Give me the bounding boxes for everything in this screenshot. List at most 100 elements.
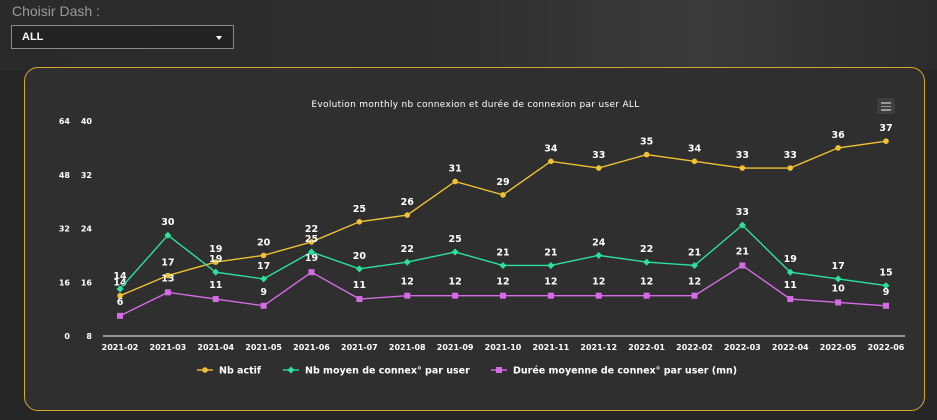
- data-label-nb_connex: 14: [113, 271, 127, 282]
- data-point-nb_connex: [738, 221, 746, 229]
- data-label-nb_actif: 17: [161, 258, 174, 269]
- data-point-nb_connex: [786, 268, 794, 276]
- data-point-nb_actif: [595, 165, 602, 171]
- data-label-nb_connex: 22: [401, 244, 414, 255]
- data-label-duree: 11: [353, 280, 366, 291]
- dash-select[interactable]: ALL: [11, 25, 234, 49]
- data-label-nb_connex: 17: [832, 261, 845, 272]
- series-line-nb_actif: [119, 140, 887, 297]
- right-axis-tick: 8: [86, 332, 92, 341]
- data-label-nb_actif: 25: [353, 204, 366, 215]
- data-point-nb_actif: [165, 272, 171, 279]
- data-label-nb_connex: 20: [353, 251, 367, 262]
- x-tick-label: 2022-02: [676, 343, 713, 352]
- data-point-duree: [117, 312, 123, 319]
- chevron-down-icon: [216, 36, 222, 40]
- data-label-duree: 12: [592, 277, 605, 288]
- data-label-nb_actif: 35: [640, 137, 653, 148]
- data-label-nb_connex: 21: [544, 247, 557, 258]
- data-point-duree: [643, 292, 650, 299]
- data-label-nb_actif: 29: [496, 177, 509, 188]
- data-label-duree: 11: [209, 280, 222, 291]
- data-point-duree: [595, 292, 602, 299]
- data-point-nb_connex: [403, 258, 411, 266]
- data-point-nb_actif: [356, 218, 363, 225]
- data-point-nb_connex: [116, 285, 124, 293]
- data-label-nb_connex: 21: [688, 247, 701, 258]
- data-point-duree: [356, 296, 363, 303]
- data-label-nb_actif: 33: [736, 150, 749, 161]
- data-label-nb_actif: 20: [257, 237, 271, 248]
- data-label-duree: 10: [832, 283, 846, 294]
- data-point-nb_actif: [260, 252, 267, 259]
- x-tick-label: 2022-05: [820, 343, 857, 352]
- dash-selector-label: Choisir Dash :: [12, 3, 100, 19]
- data-label-duree: 6: [117, 297, 124, 308]
- data-label-nb_connex: 22: [640, 244, 653, 255]
- right-axis-tick: 16: [81, 278, 93, 287]
- data-label-duree: 12: [640, 277, 653, 288]
- data-label-nb_connex: 19: [784, 254, 797, 265]
- data-label-nb_actif: 36: [832, 130, 846, 141]
- right-axis-tick: 24: [81, 225, 93, 234]
- data-point-duree: [164, 289, 171, 296]
- x-tick-label: 2021-11: [533, 343, 570, 352]
- left-axis-tick: 0: [64, 332, 70, 341]
- data-point-nb_actif: [212, 259, 219, 265]
- data-point-duree: [691, 292, 698, 299]
- chart-title: Evolution monthly nb connexion et durée …: [311, 100, 640, 110]
- series-line-duree: [119, 264, 887, 317]
- data-point-nb_actif: [739, 165, 746, 171]
- data-point-nb_actif: [691, 158, 698, 165]
- data-point-nb_connex: [547, 261, 555, 269]
- data-label-duree: 9: [260, 287, 267, 298]
- data-label-duree: 13: [161, 273, 174, 284]
- data-label-nb_connex: 24: [592, 237, 606, 248]
- data-point-duree: [452, 292, 459, 299]
- left-axis-tick: 32: [59, 225, 70, 234]
- data-point-nb_connex: [643, 258, 651, 266]
- data-point-duree: [883, 302, 889, 309]
- data-point-nb_actif: [117, 292, 123, 299]
- legend-marker-nb_actif: [202, 367, 208, 373]
- data-label-duree: 19: [305, 253, 318, 264]
- x-tick-label: 2021-02: [102, 343, 139, 352]
- x-tick-label: 2022-04: [772, 343, 809, 352]
- data-point-duree: [500, 292, 506, 299]
- chart-menu-button[interactable]: [877, 98, 895, 114]
- left-axis-tick: 64: [59, 117, 71, 126]
- data-point-nb_actif: [883, 138, 889, 144]
- data-point-nb_actif: [308, 239, 315, 245]
- data-label-duree: 12: [688, 277, 701, 288]
- data-point-nb_connex: [834, 275, 842, 283]
- data-point-duree: [787, 296, 794, 303]
- data-point-nb_actif: [548, 158, 554, 165]
- data-point-nb_connex: [212, 268, 220, 276]
- data-label-duree: 12: [401, 277, 414, 288]
- data-label-duree: 21: [736, 246, 749, 257]
- data-point-nb_connex: [260, 275, 268, 283]
- chart-panel: Evolution monthly nb connexion et durée …: [24, 67, 925, 411]
- right-axis-tick: 40: [81, 117, 93, 126]
- data-label-nb_actif: 26: [401, 197, 415, 208]
- data-point-nb_actif: [404, 212, 411, 218]
- data-label-nb_connex: 21: [496, 247, 509, 258]
- data-point-nb_connex: [355, 265, 363, 273]
- data-label-nb_actif: 22: [305, 224, 318, 235]
- data-label-nb_actif: 33: [784, 150, 797, 161]
- data-point-nb_actif: [787, 165, 794, 171]
- x-tick-label: 2022-01: [628, 343, 665, 352]
- data-label-nb_connex: 33: [736, 207, 749, 218]
- data-point-duree: [260, 302, 267, 309]
- data-point-nb_connex: [595, 251, 603, 259]
- data-point-duree: [739, 262, 746, 269]
- data-point-duree: [547, 292, 554, 299]
- data-point-nb_actif: [835, 145, 841, 151]
- menu-icon: [881, 102, 891, 104]
- x-tick-label: 2021-04: [197, 343, 234, 352]
- dash-select-value: ALL: [22, 31, 44, 43]
- data-label-duree: 12: [449, 277, 462, 288]
- data-label-nb_connex: 25: [449, 234, 462, 245]
- x-tick-label: 2021-12: [580, 343, 617, 352]
- x-tick-label: 2021-07: [341, 343, 378, 352]
